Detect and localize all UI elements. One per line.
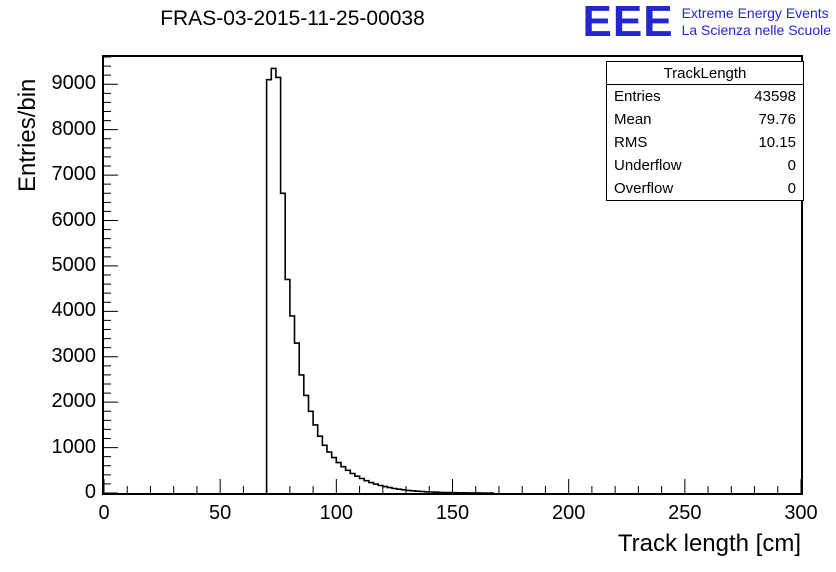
x-tick-label: 0 [98,502,110,524]
x-tick-label: 100 [319,502,354,524]
eee-logo-line2: La Scienza nelle Scuole [681,22,831,38]
stats-box: TrackLength Entries 43598 Mean 79.76 RMS 10.1… [606,61,804,201]
plot-title: FRAS-03-2015-11-25-00038 [160,7,425,30]
stat-value: 10.15 [758,134,796,151]
x-tick-label: 50 [209,502,232,524]
y-tick-label: 3000 [51,344,97,367]
stats-box-title: TrackLength [607,62,803,85]
y-tick-label: 5000 [51,253,97,276]
eee-logo-letters: EEE [582,0,674,46]
stat-value: 0 [787,180,796,197]
stat-label: Mean [614,111,652,128]
y-tick-label: 1000 [51,435,97,458]
y-tick-label: 2000 [51,390,97,413]
y-tick-label: 4000 [51,299,97,322]
x-tick-label: 250 [668,502,702,524]
x-tick-label: 150 [435,502,470,524]
stat-value: 79.76 [758,111,796,128]
eee-logo-line1: Extreme Energy Events [681,5,829,21]
x-axis-title: Track length [cm] [617,530,801,557]
stat-label: Underflow [614,157,682,174]
y-tick-label: 9000 [51,72,97,95]
stats-row: Entries 43598 [607,85,803,108]
axis-ticks [104,57,801,493]
stat-label: Entries [614,88,661,105]
y-tick-label: 0 [84,481,96,503]
y-tick-label: 8000 [51,117,97,140]
x-tick-label: 200 [551,502,586,524]
eee-logo-text: Extreme Energy Events La Scienza nelle S… [682,5,831,39]
y-tick-label: 7000 [51,163,97,186]
stat-value: 0 [787,157,796,174]
stats-row: Mean 79.76 [607,108,803,131]
histogram-plot-canvas [104,57,801,493]
stats-row: Underflow 0 [607,154,803,177]
stat-label: RMS [614,134,648,151]
stat-label: Overflow [614,180,674,197]
y-tick-label: 6000 [51,208,97,231]
stats-row: Overflow 0 [607,177,803,200]
x-tick-label: 300 [784,502,818,524]
stat-value: 43598 [754,88,796,105]
eee-logo: EEE Extreme Energy Events La Scienza nel… [582,0,831,46]
stats-box-rows: Entries 43598 Mean 79.76 RMS 10.15 Underflow 0 O… [607,85,803,200]
stats-row: RMS 10.15 [607,131,803,154]
histogram-line [265,67,495,493]
